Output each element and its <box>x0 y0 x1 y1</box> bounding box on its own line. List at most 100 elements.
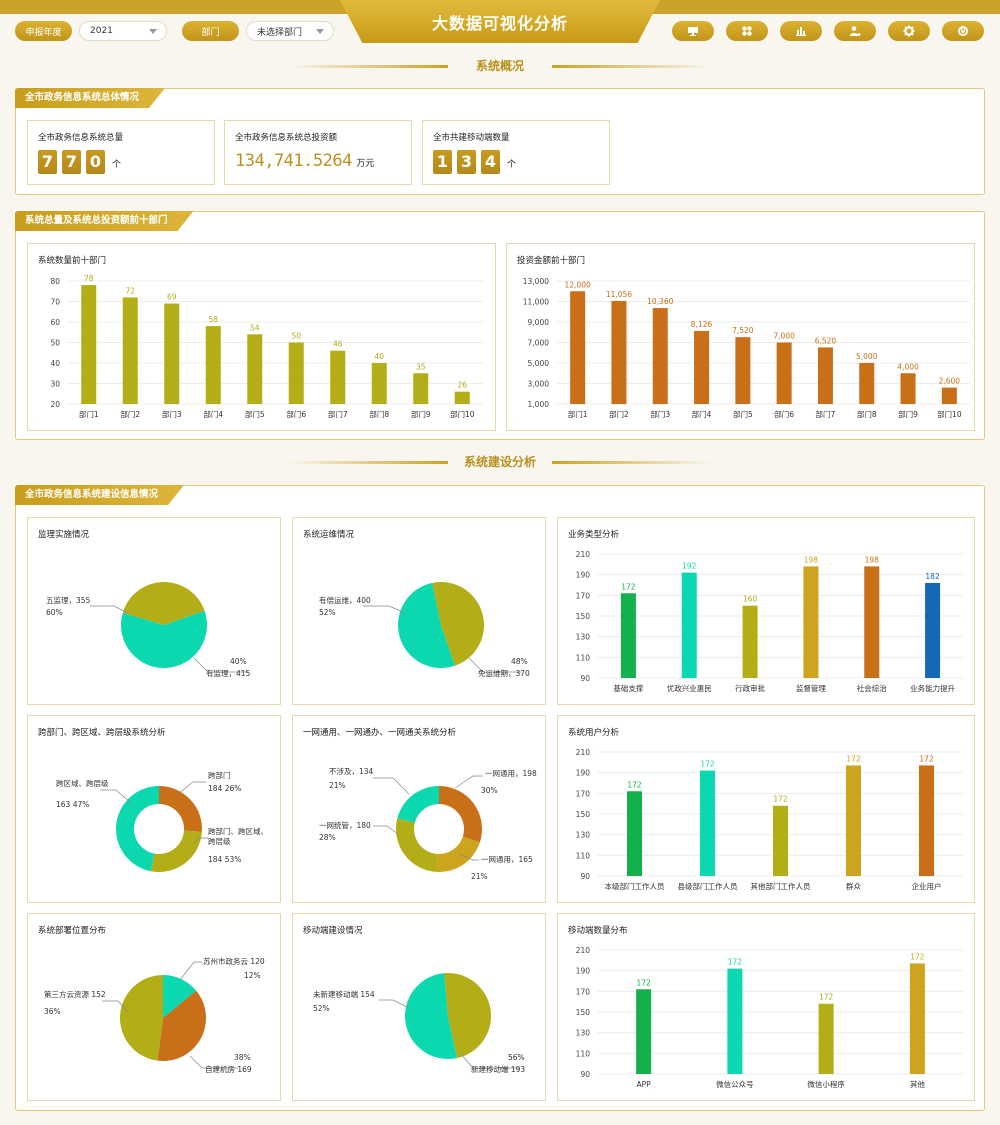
y-tick-label: 190 <box>576 769 591 778</box>
build-info-panel-title: 全市政务信息系统建设信息情况 <box>15 485 184 505</box>
x-tick-label: 部门9 <box>898 409 918 419</box>
bar <box>330 350 346 404</box>
bar-value-label: 172 <box>728 958 743 967</box>
y-tick-label: 70 <box>50 298 60 307</box>
grid-button[interactable] <box>726 21 768 41</box>
bar-value-label: 172 <box>700 760 715 769</box>
bar <box>859 363 875 404</box>
y-tick-label: 40 <box>50 359 60 368</box>
x-tick-label: 本级部门工作人员 <box>605 881 665 891</box>
bar <box>776 342 792 404</box>
user-settings-icon <box>850 26 861 36</box>
bar <box>413 373 429 404</box>
bar-value-label: 50 <box>291 332 301 341</box>
digit-box: 4 <box>481 150 500 174</box>
user-settings-button[interactable] <box>834 21 876 41</box>
x-tick-label: 微信小程序 <box>807 1079 845 1089</box>
pie-slice <box>397 786 439 823</box>
chart-title: 监理实施情况 <box>38 530 90 540</box>
x-tick-label: 微信公众号 <box>716 1079 754 1089</box>
y-tick-label: 9,000 <box>528 318 550 327</box>
mobile-build-pie-chart: 未新建移动端 154 52% 新建移动端 193 56% <box>313 973 525 1074</box>
slice-label: 自建机房 169 <box>205 1064 252 1074</box>
stat-label: 全市政务信息系统总量 <box>38 133 124 143</box>
x-tick-label: 群众 <box>846 881 861 891</box>
investment-bar-chart: 13,000 11,000 9,000 7,000 5,000 3,000 1,000 12,… <box>523 277 970 419</box>
slice-percent: 184 53% <box>208 855 241 864</box>
leader-line <box>177 781 206 795</box>
bar-value-label: 8,126 <box>691 320 713 329</box>
bar <box>611 300 627 404</box>
bar-value-label: 69 <box>167 293 177 302</box>
bar-value-label: 6,520 <box>815 336 837 345</box>
y-tick-label: 7,000 <box>528 339 550 348</box>
slice-label: 苏州市政务云 120 <box>203 956 265 966</box>
y-tick-label: 110 <box>576 1049 591 1058</box>
chart-title: 移动端建设情况 <box>303 926 363 936</box>
bar <box>941 387 957 404</box>
system-users-bar-chart: 210 190 170 150 130 110 90 172 本级部门工作人员 172 县级部门工作… <box>576 748 963 891</box>
bar-value-label: 5,000 <box>856 352 878 361</box>
section-divider-right <box>552 461 712 464</box>
dept-select[interactable]: 未选择部门 <box>246 21 334 41</box>
slice-label: 一网通用，165 <box>481 854 533 864</box>
x-tick-label: 部门7 <box>328 409 348 419</box>
slice-percent: 30% <box>481 786 498 795</box>
bar <box>700 770 715 876</box>
x-tick-label: 部门9 <box>411 409 431 419</box>
chart-card-cross: 跨部门、跨区域、跨层级系统分析 跨部门 184 26% 跨部门、跨区域、 跨层级 184… <box>27 715 281 903</box>
gear-icon <box>903 25 915 37</box>
slice-label: 一网统管，180 <box>319 820 371 830</box>
chevron-down-icon <box>316 29 324 34</box>
dept-label: 部门 <box>182 21 239 41</box>
pie-slice <box>121 610 207 668</box>
pie-slice <box>157 990 206 1061</box>
monitor-button[interactable] <box>672 21 714 41</box>
chart-card-biz: 业务类型分析 210 190 170 150 130 110 90 172 基础支撑 192 优政兴… <box>557 517 975 705</box>
settings-button[interactable] <box>888 21 930 41</box>
year-select[interactable]: 2021 <box>79 21 167 41</box>
y-tick-label: 130 <box>576 633 591 642</box>
bar-value-label: 172 <box>846 754 861 763</box>
slice-label: 新建移动端 193 <box>471 1064 525 1074</box>
y-tick-label: 170 <box>576 987 591 996</box>
x-tick-label: 基础支撑 <box>613 683 643 693</box>
deploy-location-pie-chart: 苏州市政务云 120 12% 自建机房 169 38% 第三方云资源 152 36% <box>44 956 265 1074</box>
y-tick-label: 130 <box>576 831 591 840</box>
chart-title: 系统数量前十部门 <box>38 256 107 266</box>
chart-title: 投资金额前十部门 <box>517 256 586 266</box>
power-button[interactable] <box>942 21 984 41</box>
slice-percent: 40% <box>230 657 247 666</box>
bar-value-label: 198 <box>865 555 880 564</box>
leader-line <box>379 999 410 1009</box>
pie-slice <box>396 818 438 872</box>
chart-title: 移动端数量分布 <box>568 926 628 936</box>
bar <box>909 963 925 1074</box>
chart-card-invest: 投资金额前十部门 13,000 11,000 9,000 7,000 5,000 3,00… <box>506 243 975 431</box>
y-tick-label: 210 <box>576 748 591 757</box>
slice-label: 跨部门、跨区域、 <box>208 826 268 836</box>
bar <box>247 334 263 404</box>
chart-button[interactable] <box>780 21 822 41</box>
leader-line <box>458 853 479 861</box>
x-tick-label: 部门8 <box>369 409 389 419</box>
x-tick-label: 其他部门工作人员 <box>751 881 811 891</box>
leader-line <box>454 775 483 789</box>
top-ten-panel-title: 系统总量及系统总投资额前十部门 <box>15 211 194 231</box>
stat-label: 全市政务信息系统总投资额 <box>235 133 338 143</box>
bar <box>818 1003 834 1074</box>
bar <box>773 805 788 876</box>
leader-line <box>100 789 133 805</box>
bar-value-label: 58 <box>208 315 218 324</box>
pie-slice <box>150 830 202 872</box>
bar-value-label: 172 <box>621 582 636 591</box>
chart-title: 系统运维情况 <box>303 530 355 540</box>
y-tick-label: 190 <box>576 571 591 580</box>
section-divider-left <box>288 461 448 464</box>
x-tick-label: 部门3 <box>162 409 182 419</box>
bar-value-label: 35 <box>416 362 426 371</box>
bar <box>925 582 941 678</box>
x-tick-label: 优政兴业惠民 <box>667 683 712 693</box>
section-analysis-title: 系统建设分析 <box>463 455 536 469</box>
